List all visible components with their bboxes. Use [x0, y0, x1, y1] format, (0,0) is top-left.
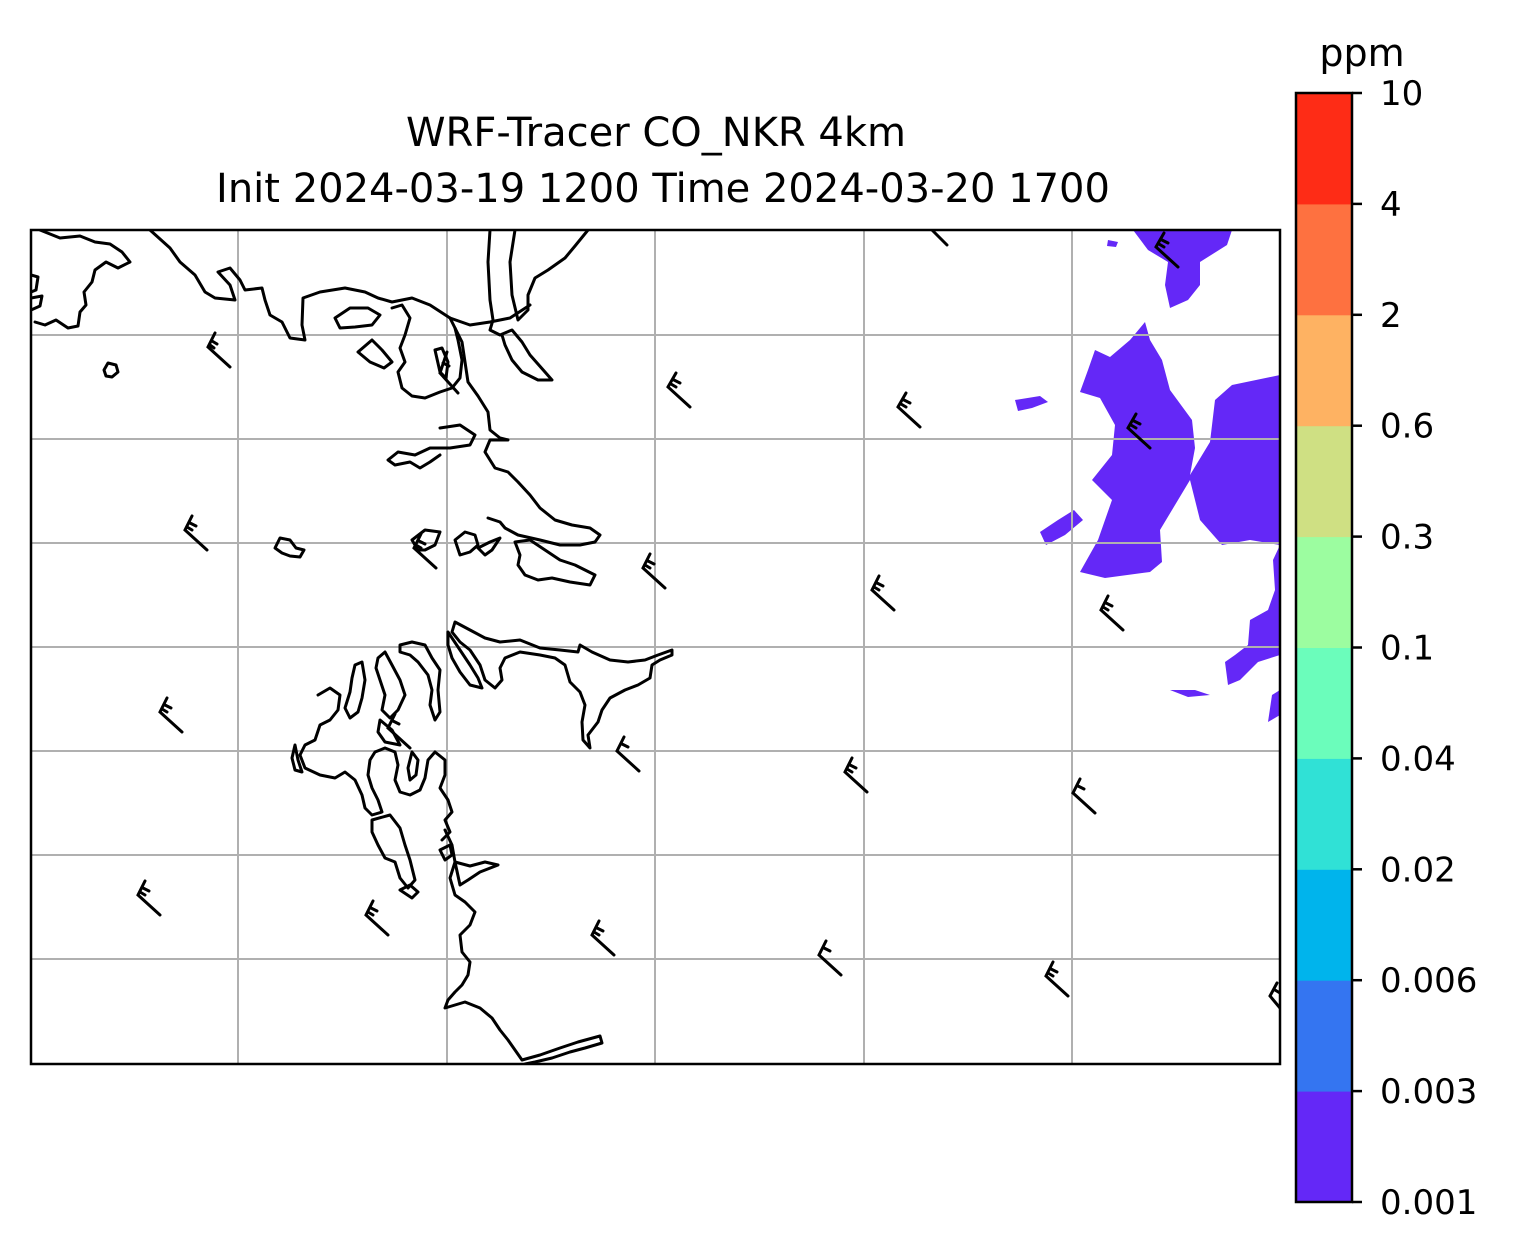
tracer-region-east [1080, 322, 1280, 578]
colorbar-tick-label: 0.04 [1380, 739, 1456, 779]
colorbar-tick-label: 10 [1380, 74, 1423, 114]
wind-barb [870, 574, 896, 612]
colorbar-segment [1296, 758, 1352, 870]
wind-barb [1044, 960, 1070, 998]
wind-barb [896, 391, 922, 429]
wind-barb [136, 879, 162, 917]
colorbar-segment [1296, 1091, 1352, 1203]
wind-barb [206, 331, 232, 369]
wind-barb [590, 919, 616, 957]
wind-barb [641, 552, 667, 590]
colorbar-segment [1296, 93, 1352, 205]
colorbar-segment [1296, 869, 1352, 981]
colorbar-tick-label: 4 [1380, 185, 1402, 225]
colorbar-segment [1296, 314, 1352, 427]
wind-barb [183, 514, 209, 552]
colorbar-segments [1296, 93, 1352, 1203]
wind-barbs [136, 230, 1280, 1010]
colorbar-tick-label: 0.003 [1380, 1072, 1477, 1112]
colorbar-tick-label: 0.02 [1380, 850, 1456, 890]
colorbar-tick-label: 0.006 [1380, 961, 1477, 1001]
wind-barb [843, 756, 869, 794]
colorbar-segment [1296, 980, 1352, 1092]
wind-barb [930, 230, 949, 247]
colorbar-tick-label: 0.001 [1380, 1183, 1477, 1223]
colorbar: ppm 0.001 0.003 0.006 0.02 0.04 0.1 0.3 0.6 2 4 10 [1294, 31, 1477, 1223]
wind-barb [817, 939, 843, 977]
colorbar-segment [1296, 647, 1352, 759]
wind-barb [1071, 777, 1097, 815]
wind-barb [1099, 594, 1125, 632]
tracer-region-small-3 [1170, 690, 1210, 697]
colorbar-segment [1296, 536, 1352, 648]
map-panel [29, 228, 1282, 1066]
title-line-1: WRF-Tracer CO_NKR 4km [406, 110, 906, 156]
colorbar-frame [1294, 91, 1354, 1204]
tracer-region-small-4 [1268, 690, 1280, 722]
wind-barb [615, 735, 641, 773]
tracer-region-small-1 [1015, 396, 1048, 411]
colorbar-tick-label: 0.3 [1380, 518, 1434, 558]
wind-barb [364, 899, 390, 937]
colorbar-tick-label: 0.1 [1380, 629, 1434, 669]
wind-barb [158, 696, 184, 734]
tracer-region-east-lower [1225, 545, 1280, 685]
title-line-2: Init 2024-03-19 1200 Time 2024-03-20 170… [216, 166, 1110, 212]
wind-barb [666, 371, 692, 409]
colorbar-segment [1296, 425, 1352, 538]
wind-barb [438, 350, 460, 395]
tracer-region-small-north [1107, 240, 1118, 247]
colorbar-tick-label: 2 [1380, 296, 1402, 336]
colorbar-tick-label: 0.6 [1380, 407, 1434, 447]
wind-barb [386, 712, 412, 750]
colorbar-segment [1296, 203, 1352, 316]
wind-barb [412, 532, 438, 570]
wind-barb [1126, 412, 1152, 450]
colorbar-unit: ppm [1319, 31, 1404, 75]
colorbar-ticks [1352, 91, 1362, 1204]
colorbar-tick-labels: 0.001 0.003 0.006 0.02 0.04 0.1 0.3 0.6 2 4 10 [1380, 74, 1477, 1223]
wind-barb [1154, 231, 1180, 269]
map-frame [29, 228, 1282, 1066]
